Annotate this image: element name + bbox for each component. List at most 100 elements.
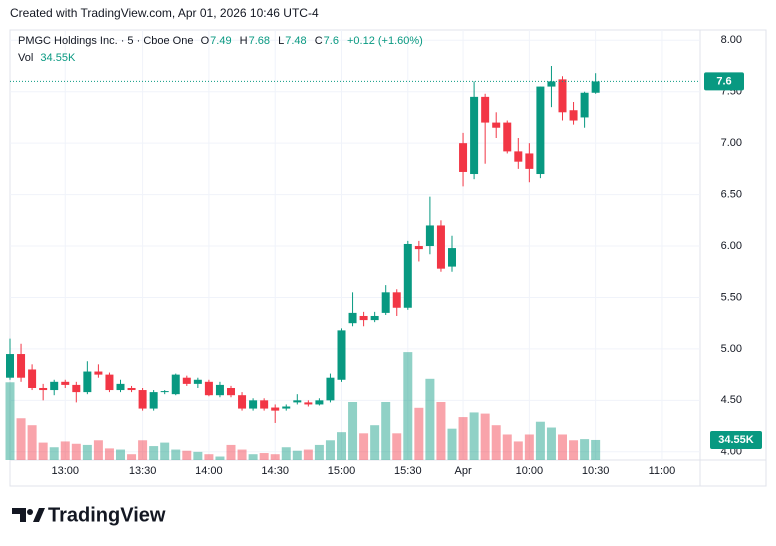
volume-bar [49, 447, 59, 460]
candle-body [569, 110, 578, 121]
high-value: 7.68 [248, 35, 271, 47]
volume-bar [226, 444, 236, 460]
ohlc-letter: O [200, 35, 210, 47]
close-value: 7.6 [323, 35, 339, 47]
candle-body [138, 390, 147, 409]
volume-bar [458, 417, 468, 460]
volume-bar [414, 407, 424, 460]
volume-bar [535, 421, 545, 460]
frame [9, 29, 767, 487]
volume-bar [292, 450, 302, 460]
volume-bar [38, 442, 48, 460]
volume-bar [392, 433, 402, 460]
candle-body [481, 96, 490, 123]
volume-tag-label: 34.55K [718, 434, 754, 446]
volume-bar [580, 439, 590, 460]
candle-body [414, 246, 423, 250]
volume-bar [16, 418, 26, 460]
candle-body [348, 312, 357, 324]
volume-bar [248, 454, 258, 460]
candle-body [6, 354, 14, 378]
volume-bar [93, 440, 103, 460]
candle-body [127, 387, 136, 391]
candle-body [337, 330, 346, 380]
candle-body [436, 225, 445, 269]
candle-body [536, 86, 545, 175]
candle-body [282, 406, 291, 409]
candle-body [149, 392, 158, 409]
volume-bar [5, 382, 15, 460]
logo-text: TradingView [48, 504, 166, 526]
volume-bar [281, 447, 291, 460]
candle-body [381, 292, 390, 313]
change: +0.12 (+1.60%) [347, 35, 423, 47]
volume-bar [171, 449, 181, 460]
volume-bar [558, 434, 567, 460]
volume-bar [71, 443, 81, 460]
y-tick-label: 5.00 [721, 343, 742, 355]
volume-bar [502, 434, 512, 460]
candle-body [83, 371, 92, 393]
volume-bar [591, 439, 601, 460]
candle-body [326, 377, 335, 401]
candle-body [17, 354, 26, 378]
volume-bar [127, 454, 137, 460]
volume-bar [149, 446, 159, 460]
x-tick-label: 13:00 [51, 465, 79, 477]
x-tick-label: 14:00 [195, 465, 223, 477]
volume-name: Vol [18, 52, 34, 64]
last-price-label: 7.6 [716, 75, 731, 87]
candle-body [105, 374, 114, 391]
candle-body [525, 153, 534, 169]
volume-bar [348, 402, 358, 460]
candle-body [547, 81, 556, 87]
candle-body [160, 391, 169, 393]
volume-bar [337, 432, 346, 460]
low-value: 7.48 [285, 35, 307, 47]
last-price-tag [704, 72, 744, 91]
volume-bar [237, 449, 247, 460]
candle-body [171, 374, 180, 395]
volume-bar [193, 451, 203, 460]
y-tick-label: 6.50 [721, 188, 742, 200]
candle-body [94, 371, 103, 375]
volume-bar [425, 378, 435, 460]
ohlc-letter: C [314, 35, 323, 47]
y-tick-label: 4.50 [721, 394, 742, 406]
y-tick-label: 7.00 [721, 137, 742, 149]
volume-bar [27, 425, 37, 460]
candle-body [61, 381, 70, 385]
logo-icon [12, 508, 45, 522]
candle-body [370, 315, 379, 321]
open-value: 7.49 [210, 35, 232, 47]
volume-bar [370, 425, 380, 460]
x-tick-label: 15:00 [328, 465, 356, 477]
candle-body [72, 384, 81, 393]
volume-tag [710, 430, 762, 449]
candle-body [50, 381, 59, 391]
volume-value: 34.55K [40, 52, 76, 64]
ohlc-letter: H [239, 35, 248, 47]
volume-bar [303, 449, 313, 460]
volume-bar [469, 412, 479, 460]
candle-body [238, 395, 247, 409]
candle-body [392, 292, 401, 308]
volume-header: Vol 34.55K [18, 52, 80, 64]
candle-body [470, 96, 479, 175]
candle-body [39, 387, 48, 391]
candle-body [591, 81, 600, 93]
candle-body [448, 248, 456, 267]
volume-bar [325, 440, 335, 460]
volume-bar [569, 440, 579, 460]
candle-body [359, 315, 368, 321]
volume-bar [60, 441, 70, 460]
volume-bar [259, 453, 269, 460]
y-tick-label: 8.00 [721, 34, 742, 46]
candle-body [249, 400, 258, 409]
candle-body [503, 122, 512, 152]
volume-bar [160, 442, 170, 460]
candle-body [271, 407, 280, 411]
legend-header: PMGC Holdings Inc. · 5 · Cboe One O7.49 … [18, 35, 428, 47]
candle-body [492, 122, 501, 128]
